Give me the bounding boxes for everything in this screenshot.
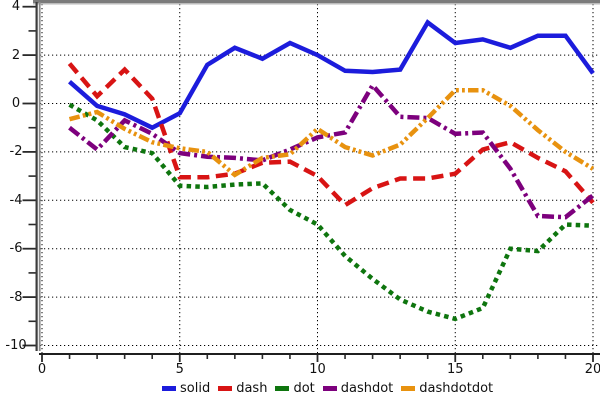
y-tick-label: -10 xyxy=(5,338,27,353)
y-tick-label: -4 xyxy=(9,192,23,208)
legend-label-dash: dash xyxy=(236,380,268,396)
legend-item-solid: solid xyxy=(162,381,210,396)
legend-swatch-dashdotdot xyxy=(401,385,416,391)
y-tick-label: 0 xyxy=(11,96,21,111)
x-axis-line xyxy=(39,353,600,355)
y-tick-label: 2 xyxy=(11,47,21,63)
y-axis-line xyxy=(35,2,38,351)
y-axis-line-secondary xyxy=(38,2,41,351)
series-line-dashdot xyxy=(68,81,595,220)
legend-label-dashdotdot: dashdotdot xyxy=(419,380,494,396)
legend-label-dashdot: dashdot xyxy=(340,380,394,396)
plot-top-border xyxy=(33,0,600,4)
legend-swatch-solid xyxy=(162,385,176,391)
y-tick-label: -2 xyxy=(9,144,23,160)
x-tick-label: 5 xyxy=(175,362,184,377)
legend-label-solid: solid xyxy=(180,380,211,396)
x-tick-label: 0 xyxy=(37,362,47,377)
x-tick-label: 15 xyxy=(446,362,464,377)
legend-item-dash: dash xyxy=(218,381,267,396)
legend-swatch-dash xyxy=(218,385,233,391)
legend: solid dash dot dashdot dashdotdot xyxy=(162,380,493,396)
series-line-dash xyxy=(67,62,595,208)
y-tick-label: 4 xyxy=(11,0,21,15)
legend-label-dot: dot xyxy=(293,380,315,396)
legend-item-dashdot: dashdot xyxy=(322,380,394,396)
y-tick-label: -8 xyxy=(9,289,23,305)
series-line-dot xyxy=(68,102,594,322)
legend-item-dot: dot xyxy=(275,380,315,396)
x-tick-label: 10 xyxy=(309,362,326,377)
legend-swatch-dashdot xyxy=(322,385,337,391)
x-tick-label: 20 xyxy=(584,362,600,377)
series-line-solid xyxy=(68,19,595,131)
y-tick-label: -6 xyxy=(9,241,23,257)
legend-item-dashdotdot: dashdotdot xyxy=(401,381,493,396)
series-line-dashdotdot xyxy=(68,87,595,178)
plot-top-border-light xyxy=(33,3,600,5)
legend-swatch-dot xyxy=(275,385,290,391)
